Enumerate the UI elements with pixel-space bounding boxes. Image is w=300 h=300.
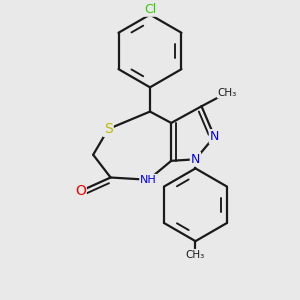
Text: CH₃: CH₃ (218, 88, 237, 98)
Text: Cl: Cl (144, 3, 156, 16)
Text: N: N (191, 153, 200, 166)
Text: S: S (104, 122, 113, 136)
Text: CH₃: CH₃ (186, 250, 205, 260)
Text: NH: NH (140, 175, 157, 185)
Text: N: N (210, 130, 219, 143)
Text: O: O (75, 184, 86, 198)
